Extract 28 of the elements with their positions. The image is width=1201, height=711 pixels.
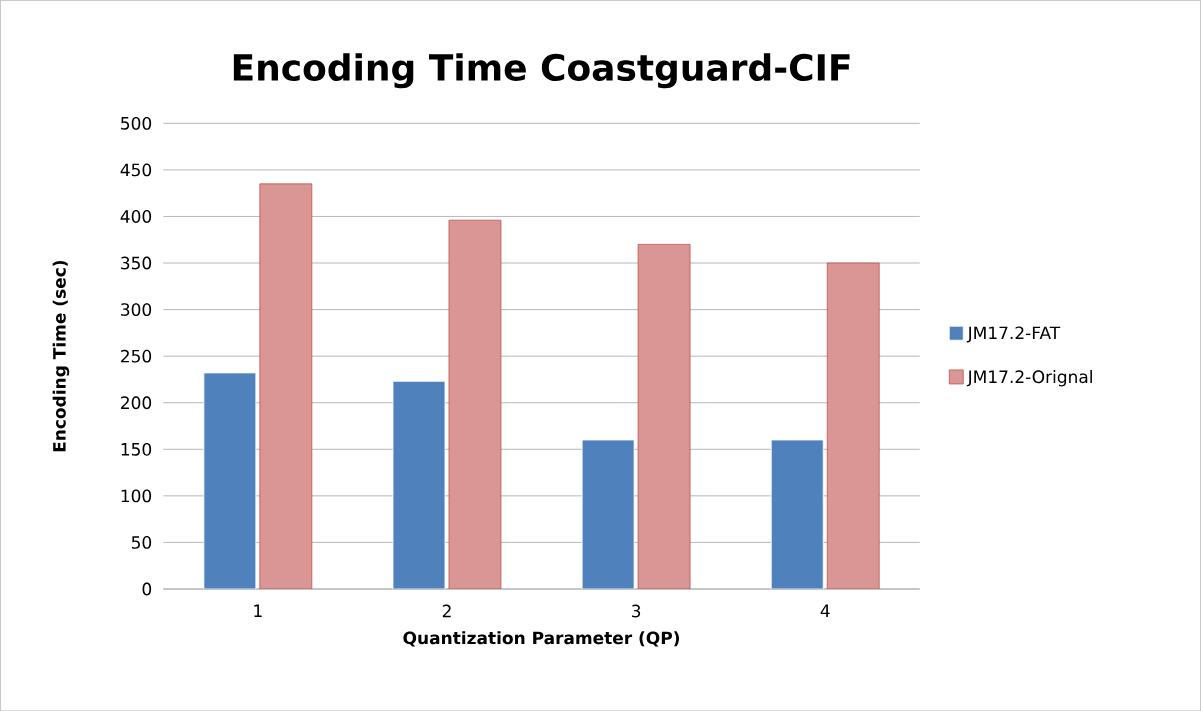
bar xyxy=(826,262,880,589)
x-tick-label: 2 xyxy=(442,604,451,618)
y-tick-label: 50 xyxy=(131,535,152,549)
x-axis-title: Quantization Parameter (QP) xyxy=(403,631,680,647)
legend-label: JM17.2-Orignal xyxy=(966,369,1092,387)
bar xyxy=(259,183,313,589)
x-tick-label: 4 xyxy=(820,604,830,617)
y-tick-label: 150 xyxy=(121,442,152,456)
bar xyxy=(392,380,446,589)
y-tick-label: 450 xyxy=(120,163,152,177)
x-tick-label: 3 xyxy=(631,604,641,618)
x-tick-label: 1 xyxy=(254,604,262,617)
y-tick-label: 400 xyxy=(120,209,152,223)
bar xyxy=(203,372,257,589)
bar xyxy=(581,439,635,589)
chart-title: Encoding Time Coastguard-CIF xyxy=(233,53,850,89)
y-tick-label: 500 xyxy=(121,116,152,130)
legend-label: JM17.2-FAT xyxy=(966,326,1061,343)
bar xyxy=(770,439,824,589)
y-axis-title: Encoding Time (sec) xyxy=(52,260,70,452)
y-tick-label: 250 xyxy=(121,349,152,363)
y-tick-label: 100 xyxy=(121,489,152,503)
y-tick-label: 200 xyxy=(121,396,152,410)
y-tick-label: 300 xyxy=(121,303,152,316)
y-tick-label: 350 xyxy=(121,256,152,270)
bar xyxy=(637,243,691,589)
bar xyxy=(448,219,502,589)
y-tick-label: 0 xyxy=(142,582,152,596)
